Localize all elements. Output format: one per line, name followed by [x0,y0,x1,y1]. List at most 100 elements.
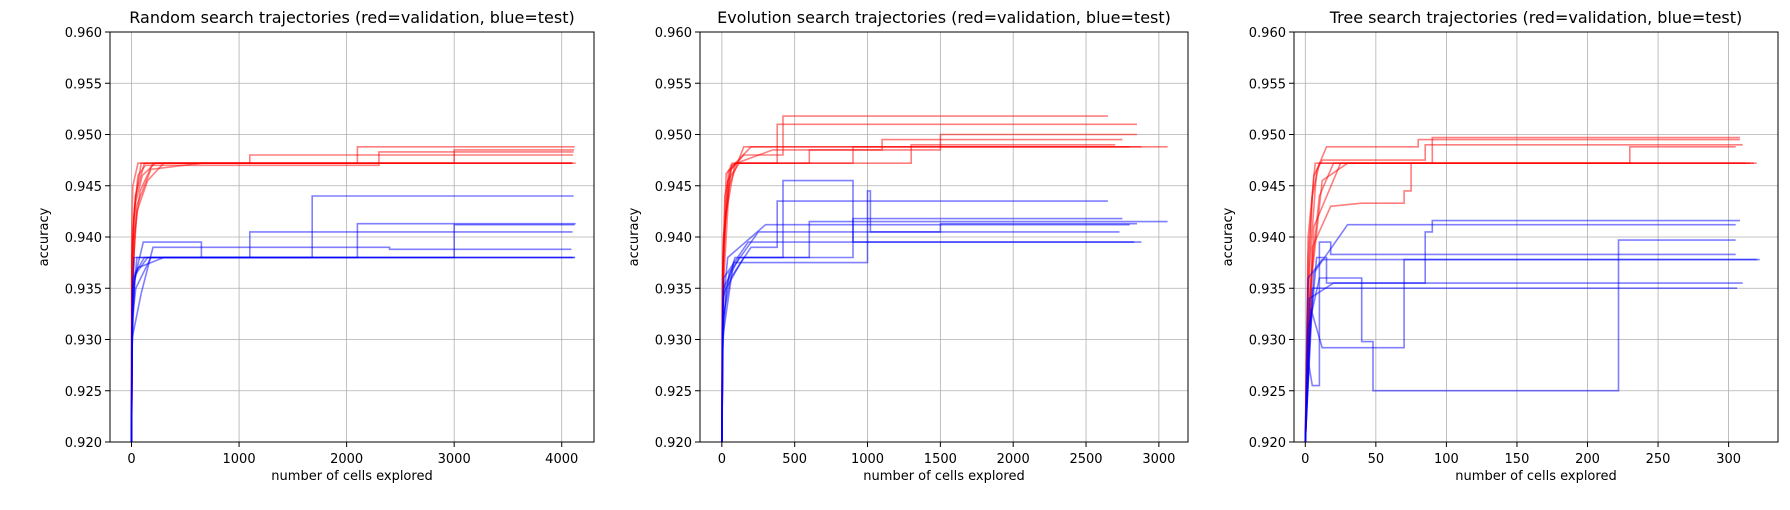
x-tick-label: 3000 [438,452,471,467]
x-tick-label: 0 [127,452,135,467]
x-tick-label: 3000 [1142,452,1175,467]
y-tick-label: 0.950 [655,129,692,144]
series-line [1304,146,1736,442]
x-tick-label: 1500 [924,452,957,467]
series-line [1304,138,1740,442]
y-tick-label: 0.935 [655,282,692,297]
series-line [721,220,1168,442]
x-tick-label: 250 [1646,452,1671,467]
x-tick-label: 300 [1716,452,1741,467]
y-tick-label: 0.925 [65,385,102,400]
series-line [130,154,573,442]
series-line [130,195,574,442]
y-tick-label: 0.920 [65,436,102,451]
series-line [130,162,573,442]
y-tick-label: 0.920 [1249,436,1286,451]
y-tick-label: 0.930 [65,334,102,349]
y-axis-label: accuracy [1221,207,1236,266]
series-line [721,146,1168,442]
y-tick-label: 0.960 [655,26,692,41]
x-tick-label: 100 [1434,452,1459,467]
series-line [721,138,1123,442]
y-tick-label: 0.935 [1249,282,1286,297]
chart-title: Tree search trajectories (red=validation… [1329,8,1743,27]
y-tick-label: 0.930 [1249,334,1286,349]
x-tick-label: 1000 [223,452,256,467]
x-tick-label: 0 [1301,452,1309,467]
series-line [130,231,573,442]
series-line [721,123,1137,442]
y-tick-label: 0.960 [1249,26,1286,41]
y-tick-label: 0.935 [65,282,102,297]
series-line [130,149,575,442]
y-tick-label: 0.955 [655,77,692,92]
x-axis-label: number of cells explored [863,469,1024,484]
series-line [130,241,575,442]
chart-panel: 0 50 100 150 200 250 300 0.920 0.925 0.930 0.935 0.… [1221,8,1779,484]
series-line [721,179,1135,442]
x-tick-label: 4000 [545,452,578,467]
series-line [130,256,573,442]
y-tick-label: 0.955 [1249,77,1286,92]
series-line [721,217,1123,442]
series-line [130,256,576,442]
y-axis-label: accuracy [627,207,642,266]
series-group [130,146,576,442]
series-line [1304,162,1754,442]
series-group [721,115,1168,442]
y-tick-label: 0.925 [1249,385,1286,400]
series-line [1304,287,1738,442]
series-line [1304,239,1736,442]
series-line [130,146,575,442]
chart-panel: 0 1000 2000 3000 4000 0.920 0.925 0.930 0.935 0.9… [37,8,595,484]
y-tick-label: 0.945 [65,180,102,195]
y-tick-label: 0.955 [65,77,102,92]
y-axis-label: accuracy [37,207,52,266]
y-tick-label: 0.950 [65,129,102,144]
series-line [721,115,1108,442]
series-line [721,144,1116,442]
series-line [130,162,576,442]
y-tick-label: 0.945 [655,180,692,195]
series-line [130,222,576,442]
x-tick-label: 2000 [330,452,363,467]
series-line [721,133,1137,442]
y-tick-label: 0.945 [1249,180,1286,195]
x-tick-label: 0 [718,452,726,467]
x-tick-label: 1000 [851,452,884,467]
y-tick-label: 0.940 [1249,231,1286,246]
x-tick-label: 200 [1575,452,1600,467]
x-tick-label: 500 [782,452,807,467]
y-tick-label: 0.940 [65,231,102,246]
series-line [130,162,572,442]
series-group [1304,136,1760,442]
series-line [130,162,573,442]
series-line [721,190,1120,442]
x-tick-label: 2500 [1069,452,1102,467]
series-line [1304,136,1740,442]
series-line [721,241,1142,442]
y-tick-label: 0.930 [655,334,692,349]
series-line [1304,162,1750,442]
x-tick-label: 150 [1505,452,1530,467]
series-line [130,246,572,442]
y-tick-label: 0.960 [65,26,102,41]
series-line [1304,258,1760,442]
series-line [1304,162,1746,442]
series-line [1304,282,1743,442]
chart-title: Random search trajectories (red=validati… [129,8,574,27]
x-axis-label: number of cells explored [1455,469,1616,484]
x-tick-label: 50 [1368,452,1385,467]
x-tick-label: 2000 [997,452,1030,467]
y-tick-label: 0.940 [655,231,692,246]
series-line [721,146,1142,442]
series-line [721,222,1137,442]
series-line [1304,223,1736,442]
chart-title: Evolution search trajectories (red=valid… [717,8,1171,27]
y-tick-label: 0.925 [655,385,692,400]
y-tick-label: 0.950 [1249,129,1286,144]
series-line [1304,162,1757,442]
series-line [1304,144,1743,442]
y-tick-label: 0.920 [655,436,692,451]
